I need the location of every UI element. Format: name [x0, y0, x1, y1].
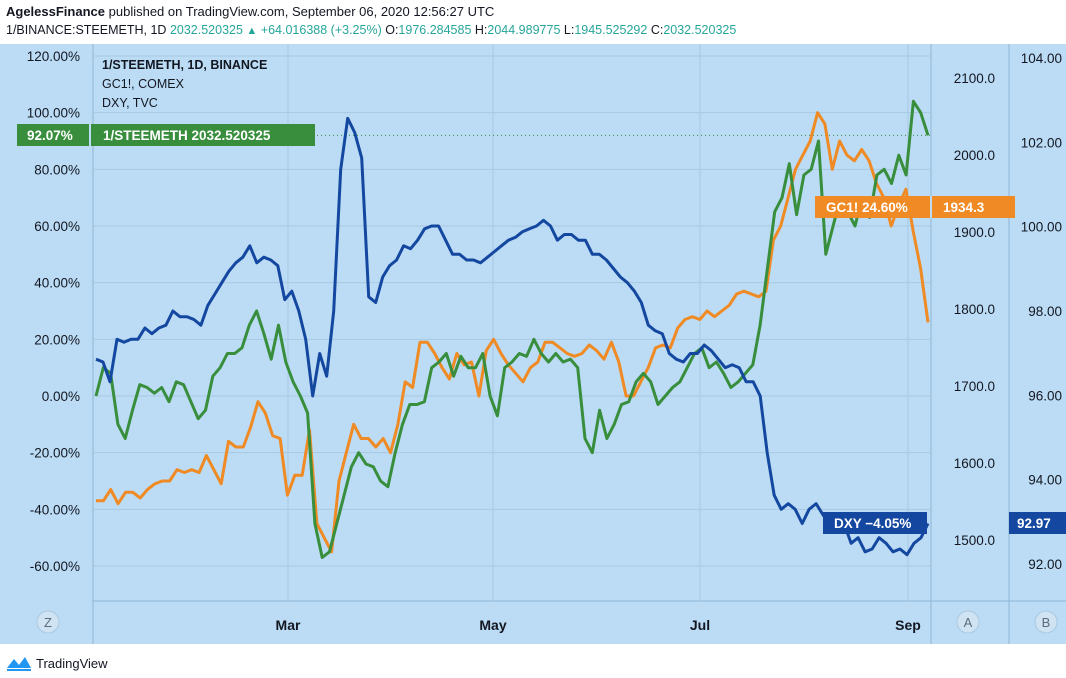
dxy-tick-label: 104.00	[1021, 51, 1062, 66]
dxy-series-line[interactable]	[95, 116, 930, 557]
legend-gold[interactable]: GC1!, COMEX	[102, 77, 185, 91]
percent-tick-label: 0.00%	[42, 389, 80, 404]
high-label: H:	[474, 23, 488, 37]
low-value: 1945.525292	[574, 23, 648, 37]
time-axis-panel[interactable]	[93, 601, 931, 644]
gold-tick-label: 1800.0	[954, 302, 995, 317]
legend-steem[interactable]: 1/STEEMETH, 1D, BINANCE	[102, 58, 267, 72]
percent-tick-label: 20.00%	[34, 332, 80, 347]
time-tick-label: Sep	[895, 617, 921, 633]
gold-series-line[interactable]	[96, 111, 930, 554]
percent-tick-label: 120.00%	[27, 49, 80, 64]
symbol-line: 1/BINANCE:STEEMETH, 1D	[6, 23, 167, 37]
auto-scale-label: A	[964, 615, 973, 630]
close-value: 2032.520325	[663, 23, 737, 37]
dxy-scale-button[interactable]: B	[1034, 610, 1058, 634]
dxy-axis-panel[interactable]	[1009, 44, 1066, 644]
dxy-name-label: DXY −4.05%	[834, 516, 911, 531]
gold-name-label: GC1! 24.60%	[826, 200, 908, 215]
tradingview-brand[interactable]: TradingView	[36, 656, 108, 671]
low-label: L:	[563, 23, 575, 37]
dxy-tick-label: 94.00	[1028, 473, 1062, 488]
publish-line: AgelessFinance published on TradingView.…	[6, 4, 494, 19]
price-change: +64.016388 (+3.25%)	[260, 23, 382, 37]
publish-info: published on TradingView.com, September …	[108, 4, 495, 19]
open-label: O:	[385, 23, 399, 37]
footer: TradingView	[0, 644, 1066, 678]
close-label: C:	[650, 23, 664, 37]
percent-tick-label: 60.00%	[34, 219, 80, 234]
dxy-tick-label: 102.00	[1021, 135, 1062, 150]
dxy-axis-ticks: 104.00 102.00 100.00 98.00 96.00 94.00 92.00	[1021, 51, 1062, 572]
chart-header: AgelessFinance published on TradingView.…	[0, 0, 1066, 44]
gold-tick-label: 1700.0	[954, 379, 995, 394]
percent-tick-label: 40.00%	[34, 276, 80, 291]
price-chart[interactable]: 120.00% 100.00% 80.00% 60.00% 40.00% 20.00% 0.…	[0, 44, 1066, 644]
percent-tick-label: -20.00%	[30, 446, 80, 461]
gold-tick-label: 1900.0	[954, 225, 995, 240]
legend-dxy[interactable]: DXY, TVC	[102, 96, 158, 110]
high-value: 2044.989775	[487, 23, 561, 37]
gold-tick-label: 1500.0	[954, 533, 995, 548]
time-tick-label: Mar	[276, 617, 301, 633]
gold-axis-panel[interactable]	[931, 44, 1009, 644]
log-scale-button[interactable]: Z	[36, 610, 60, 634]
dxy-scale-label: B	[1042, 615, 1051, 630]
dxy-tick-label: 100.00	[1021, 220, 1062, 235]
time-tick-label: May	[479, 617, 506, 633]
gold-tick-label: 2000.0	[954, 148, 995, 163]
time-tick-label: Jul	[690, 617, 710, 633]
steem-name-label: 1/STEEMETH 2032.520325	[103, 128, 271, 143]
gold-value-label: 1934.3	[943, 200, 985, 215]
up-triangle-icon: ▲	[246, 25, 258, 37]
percent-axis-ticks: 120.00% 100.00% 80.00% 60.00% 40.00% 20.00% 0.…	[27, 49, 80, 574]
open-value: 1976.284585	[398, 23, 472, 37]
percent-tick-label: -60.00%	[30, 559, 80, 574]
percent-tick-label: -40.00%	[30, 502, 80, 517]
dxy-tick-label: 98.00	[1028, 304, 1062, 319]
dxy-value-label: 92.97	[1017, 516, 1051, 531]
last-price: 2032.520325	[169, 23, 243, 37]
ohlc-line: 1/BINANCE:STEEMETH, 1D 2032.520325 ▲ +64…	[6, 23, 736, 37]
steem-series-line[interactable]	[94, 99, 930, 559]
steem-price-badge: 92.07% 1/STEEMETH 2032.520325	[17, 124, 315, 146]
gold-tick-label: 2100.0	[954, 71, 995, 86]
dxy-tick-label: 92.00	[1028, 557, 1062, 572]
gold-tick-label: 1600.0	[954, 456, 995, 471]
dxy-price-badge: DXY −4.05% 92.97	[823, 512, 1066, 534]
gold-price-badge: GC1! 24.60% 1934.3	[815, 196, 1015, 218]
steem-pct-label: 92.07%	[27, 128, 73, 143]
percent-tick-label: 100.00%	[27, 106, 80, 121]
gold-axis-ticks: 2100.0 2000.0 1900.0 1800.0 1700.0 1600.0 1500…	[954, 71, 995, 548]
dxy-tick-label: 96.00	[1028, 388, 1062, 403]
log-scale-label: Z	[44, 615, 52, 630]
grid-lines	[93, 44, 931, 601]
publisher-name[interactable]: AgelessFinance	[6, 4, 105, 19]
time-axis-ticks: Mar May Jul Sep	[276, 617, 921, 633]
percent-tick-label: 80.00%	[34, 162, 80, 177]
tradingview-logo-icon[interactable]	[6, 654, 32, 672]
auto-scale-button[interactable]: A	[956, 610, 980, 634]
